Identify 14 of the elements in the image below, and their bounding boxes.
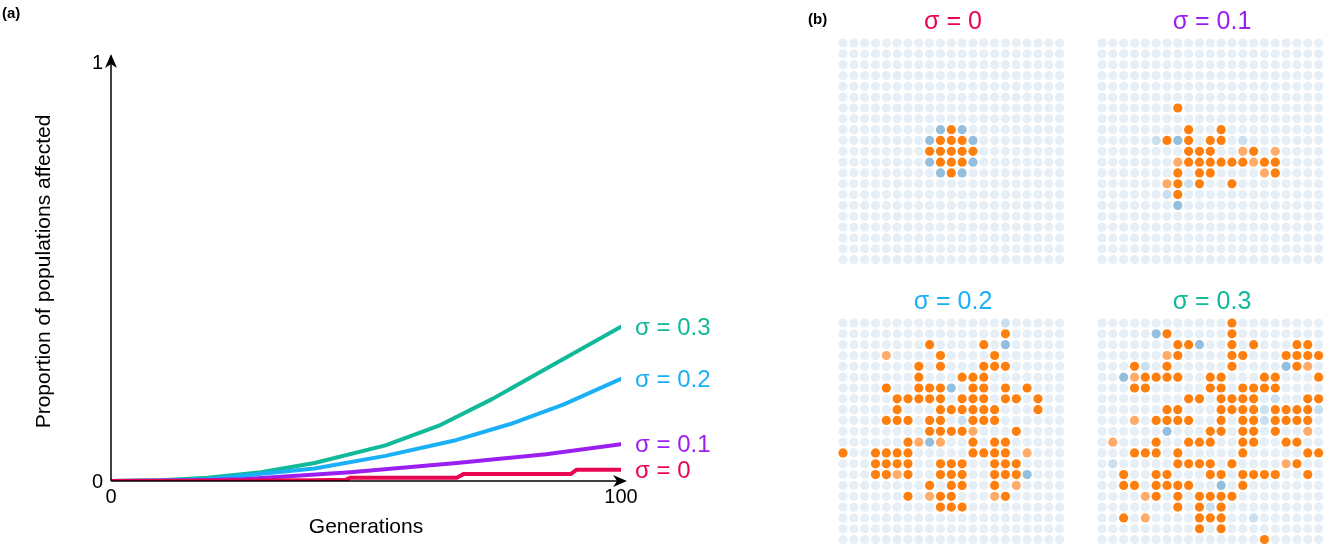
- y-axis-title: Proportion of populations affected: [31, 114, 55, 429]
- x-tick-label: 100: [604, 485, 638, 508]
- series-label: σ = 0: [635, 455, 691, 483]
- text: σ = 0.2: [912, 286, 994, 315]
- y-tick-label: 1: [91, 51, 103, 74]
- chart-title: (a): [2, 4, 21, 21]
- text: σ = 0: [923, 6, 983, 35]
- series-label: σ = 0.3: [635, 312, 711, 340]
- text: (b): [808, 10, 828, 27]
- x-axis-title: Generations: [308, 514, 424, 537]
- series-label: σ = 0.2: [635, 364, 711, 392]
- text: σ = 0.1: [1171, 6, 1253, 35]
- text: σ = 0.3: [1171, 286, 1253, 315]
- series-label: σ = 0.1: [635, 430, 711, 458]
